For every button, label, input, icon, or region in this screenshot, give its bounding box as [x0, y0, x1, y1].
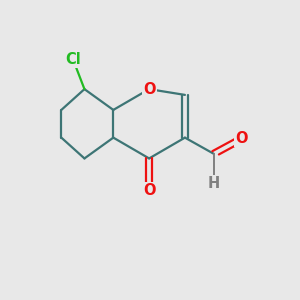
Text: H: H [208, 176, 220, 191]
Text: O: O [143, 183, 155, 198]
Text: Cl: Cl [65, 52, 81, 67]
Text: O: O [235, 131, 248, 146]
Text: O: O [143, 82, 155, 97]
